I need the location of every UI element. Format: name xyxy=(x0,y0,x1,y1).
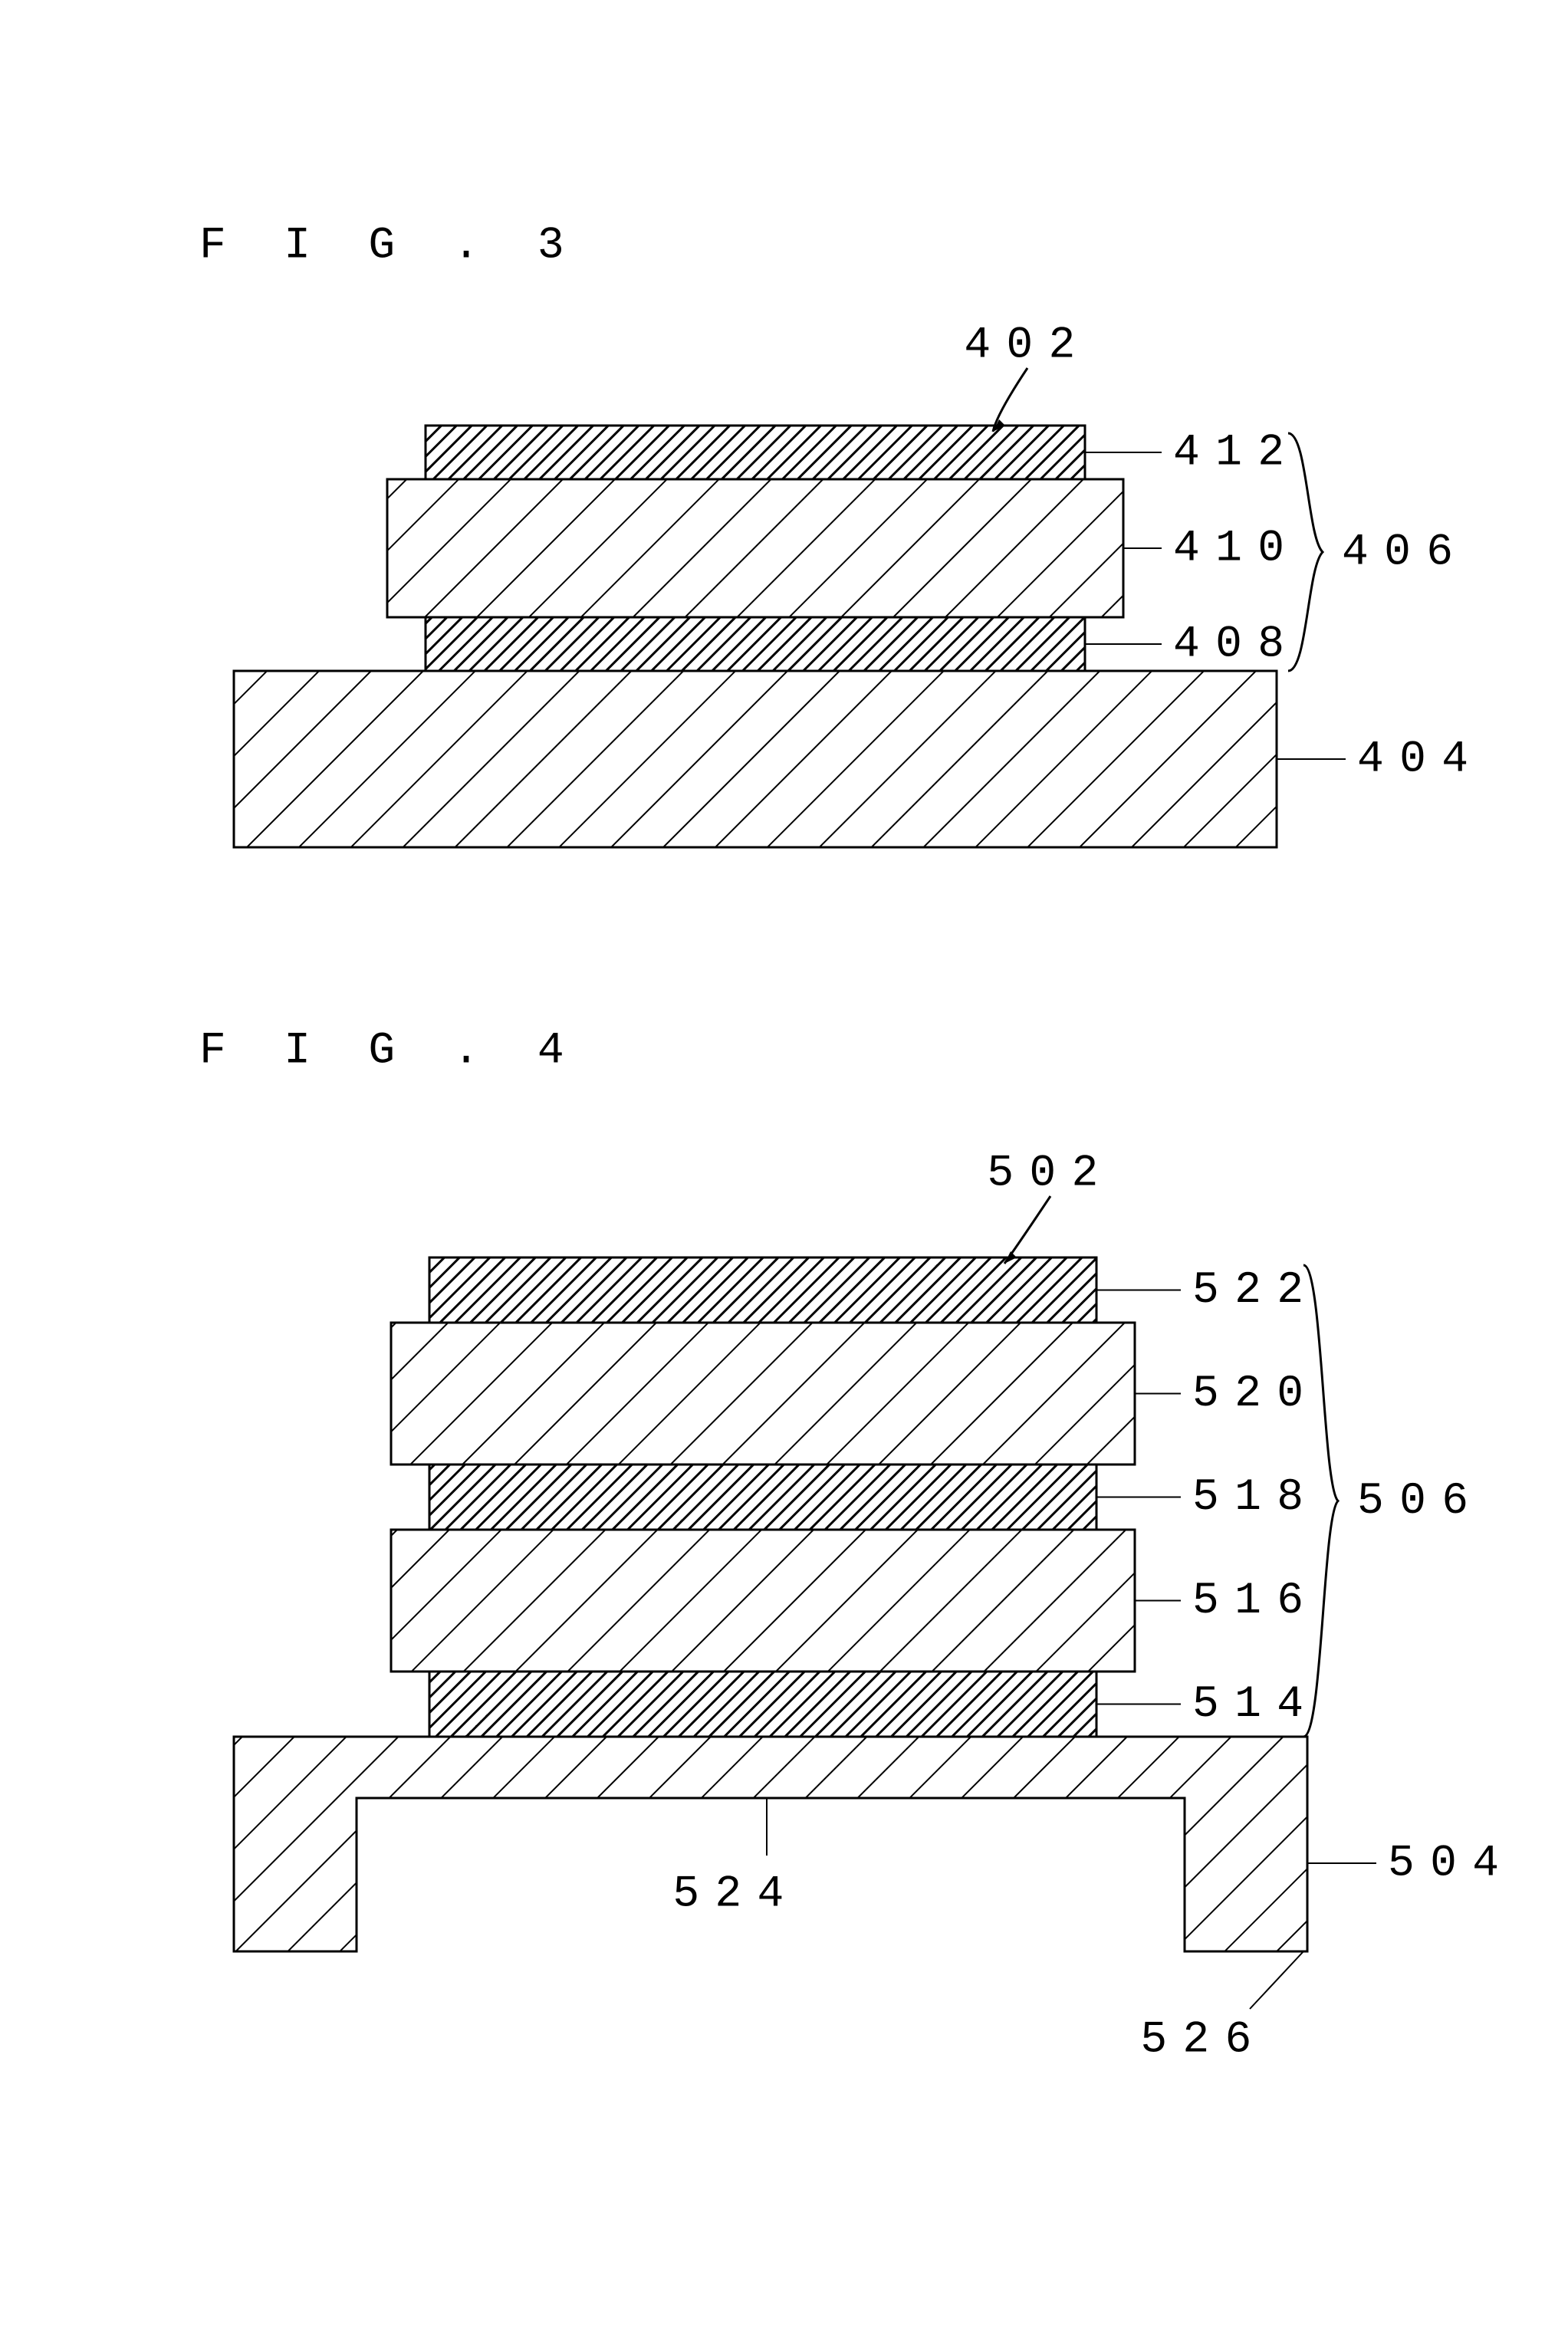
fig4-label-526: 526 xyxy=(1140,2015,1267,2065)
fig3-layer-404-hatch xyxy=(234,671,1277,847)
fig4-label-518: 518 xyxy=(1192,1473,1319,1523)
fig3-title: F I G . 3 xyxy=(199,221,580,271)
fig4-label-514: 514 xyxy=(1192,1680,1319,1730)
fig4-label-522: 522 xyxy=(1192,1266,1319,1316)
fig4-layer-516-hatch xyxy=(391,1530,1135,1672)
leader-line xyxy=(1250,1951,1303,2009)
fig3-layer-410-hatch xyxy=(387,479,1123,617)
pointer-label: 502 xyxy=(987,1149,1113,1198)
fig4-title: F I G . 4 xyxy=(199,1026,580,1076)
fig4-label-516: 516 xyxy=(1192,1576,1319,1626)
fig4-label-520: 520 xyxy=(1192,1369,1319,1419)
fig3-label-408: 408 xyxy=(1173,620,1300,669)
fig3-label-412: 412 xyxy=(1173,428,1300,478)
fig3-layer-412-hatch xyxy=(426,426,1085,479)
bracket-label: 506 xyxy=(1357,1477,1484,1527)
fig3-layer-408-hatch xyxy=(426,617,1085,671)
fig4-layer-522-hatch xyxy=(429,1257,1096,1323)
fig4-label-504: 504 xyxy=(1388,1839,1514,1889)
fig4-layer-514-hatch xyxy=(429,1672,1096,1737)
fig3-label-404: 404 xyxy=(1357,735,1484,784)
bracket-label: 406 xyxy=(1342,528,1468,577)
fig4-label-524: 524 xyxy=(672,1869,799,1919)
fig3-label-410: 410 xyxy=(1173,524,1300,574)
pointer-label: 402 xyxy=(964,321,1090,370)
fig4-layer-518-hatch xyxy=(429,1465,1096,1530)
fig4-layer-520-hatch xyxy=(391,1323,1135,1465)
